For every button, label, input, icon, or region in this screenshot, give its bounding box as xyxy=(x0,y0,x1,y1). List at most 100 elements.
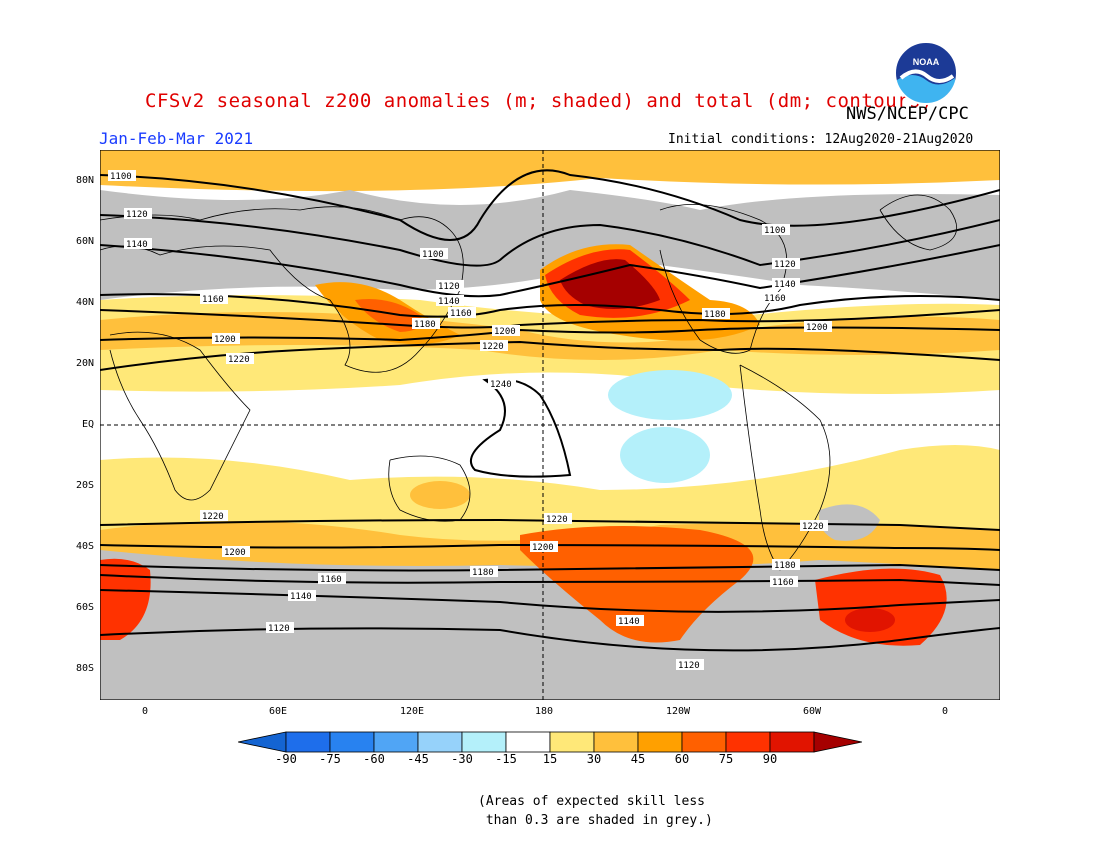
season-label: Jan-Feb-Mar 2021 xyxy=(99,129,254,148)
contour-label: 1140 xyxy=(616,615,644,627)
svg-text:1160: 1160 xyxy=(450,309,472,319)
contour-label: 1160 xyxy=(762,292,790,304)
colorbar-swatch xyxy=(681,731,727,753)
svg-text:1140: 1140 xyxy=(438,297,460,307)
svg-text:1160: 1160 xyxy=(764,294,786,304)
contour-label: 1120 xyxy=(772,258,800,270)
skill-note: (Areas of expected skill less than 0.3 a… xyxy=(478,794,713,828)
svg-text:1200: 1200 xyxy=(806,323,828,333)
colorbar-tick-label: -30 xyxy=(451,752,473,766)
colorbar-tick-label: -60 xyxy=(363,752,385,766)
chart-title: CFSv2 seasonal z200 anomalies (m; shaded… xyxy=(145,90,933,112)
contour-label: 1120 xyxy=(676,659,704,671)
contour-label: 1200 xyxy=(530,541,558,553)
svg-text:1140: 1140 xyxy=(618,617,640,627)
contour-1200 xyxy=(100,326,1000,342)
contour-label: 1220 xyxy=(800,520,828,532)
colorbar-tick-label: 45 xyxy=(630,752,646,766)
svg-text:1160: 1160 xyxy=(202,295,224,305)
contour-label: 1200 xyxy=(222,546,250,558)
contour-label: 1120 xyxy=(266,622,294,634)
contour-label: 1180 xyxy=(702,308,730,320)
positive-anomaly-north-pacific-max xyxy=(560,259,660,309)
contour-label: 1100 xyxy=(420,248,448,260)
positive-anomaly-east-asia-core xyxy=(355,299,423,332)
contour-label: 1220 xyxy=(544,513,572,525)
svg-text:1100: 1100 xyxy=(422,250,444,260)
svg-text:1120: 1120 xyxy=(774,260,796,270)
svg-text:1200: 1200 xyxy=(224,548,246,558)
positive-anomaly-south-pacific xyxy=(520,526,754,643)
svg-text:1220: 1220 xyxy=(482,342,504,352)
skill-mask-patch xyxy=(819,504,880,541)
colorbar-tick-label: -15 xyxy=(495,752,517,766)
contour-label: 1240 xyxy=(488,378,516,390)
colorbar-tick-label: 15 xyxy=(542,752,558,766)
svg-text:1200: 1200 xyxy=(494,327,516,337)
contour-label: 1140 xyxy=(124,238,152,250)
colorbar-swatch xyxy=(373,731,419,753)
lat-label: 20S xyxy=(75,480,94,491)
contour-label: 1220 xyxy=(226,353,254,365)
contour-labels: 1100 1100 1100 1120 1120 1120 1220 1220 … xyxy=(108,170,832,671)
positive-anomaly-south-atlantic-core xyxy=(845,608,895,632)
svg-text:1140: 1140 xyxy=(290,592,312,602)
lat-label: EQ xyxy=(81,419,94,430)
contour-label: 1180 xyxy=(412,318,440,330)
colorbar-swatch xyxy=(637,731,683,753)
svg-text:1160: 1160 xyxy=(320,575,342,585)
skill-mask-south xyxy=(100,550,1000,700)
lon-label: 180 xyxy=(534,706,554,717)
colorbar-tick-label: 30 xyxy=(586,752,602,766)
svg-text:1120: 1120 xyxy=(438,282,460,292)
contour-label: 1160 xyxy=(770,576,798,588)
contour-1160-s xyxy=(100,574,1000,586)
agency-label: NWS/NCEP/CPC xyxy=(846,104,969,124)
lon-label: 60E xyxy=(268,706,288,717)
colorbar-swatch xyxy=(813,731,862,753)
negative-anomaly-central-pacific-south xyxy=(620,427,710,483)
contour-label: 1200 xyxy=(212,333,240,345)
contour-label: 1220 xyxy=(200,510,228,522)
contour-1140 xyxy=(100,244,1000,298)
contour-label: 1120 xyxy=(436,280,464,292)
lon-label: 0 xyxy=(941,706,949,717)
skill-mask-north xyxy=(100,190,1000,300)
svg-text:1140: 1140 xyxy=(126,240,148,250)
colorbar-swatch xyxy=(593,731,639,753)
contour-1240 xyxy=(469,378,572,478)
svg-text:1220: 1220 xyxy=(202,512,224,522)
lat-label: 80N xyxy=(75,175,94,186)
colorbar-tick-label: -90 xyxy=(275,752,297,766)
lon-label: 120W xyxy=(665,706,691,717)
colorbar-swatch xyxy=(238,731,287,753)
svg-text:1200: 1200 xyxy=(532,543,554,553)
colorbar-tick-label: 75 xyxy=(718,752,734,766)
colorbar-swatch xyxy=(769,731,815,753)
colorbar-swatch xyxy=(549,731,595,753)
lon-label: 0 xyxy=(141,706,149,717)
svg-text:1240: 1240 xyxy=(490,380,512,390)
contour-1160 xyxy=(100,293,1000,318)
anomaly-map: 1100 1100 1100 1120 1120 1120 1220 1220 … xyxy=(100,150,1000,700)
negative-anomaly-central-pacific-north xyxy=(608,370,732,420)
svg-text:1220: 1220 xyxy=(802,522,824,532)
contour-label: 1160 xyxy=(318,573,346,585)
contour-label: 1160 xyxy=(200,293,228,305)
contour-label: 1200 xyxy=(804,321,832,333)
colorbar-tick-label: -45 xyxy=(407,752,429,766)
svg-text:1100: 1100 xyxy=(764,226,786,236)
svg-text:1120: 1120 xyxy=(268,624,290,634)
contour-label: 1200 xyxy=(492,325,520,337)
svg-text:1220: 1220 xyxy=(228,355,250,365)
lat-label: 40N xyxy=(75,297,94,308)
svg-text:NOAA: NOAA xyxy=(913,57,940,67)
contour-label: 1220 xyxy=(480,340,508,352)
contour-label: 1140 xyxy=(288,590,316,602)
svg-text:1120: 1120 xyxy=(126,210,148,220)
positive-anomaly-australia xyxy=(410,481,470,509)
svg-text:1100: 1100 xyxy=(110,172,132,182)
coastlines xyxy=(100,194,958,571)
lon-label: 120E xyxy=(399,706,425,717)
contour-1220-s xyxy=(100,518,1000,531)
